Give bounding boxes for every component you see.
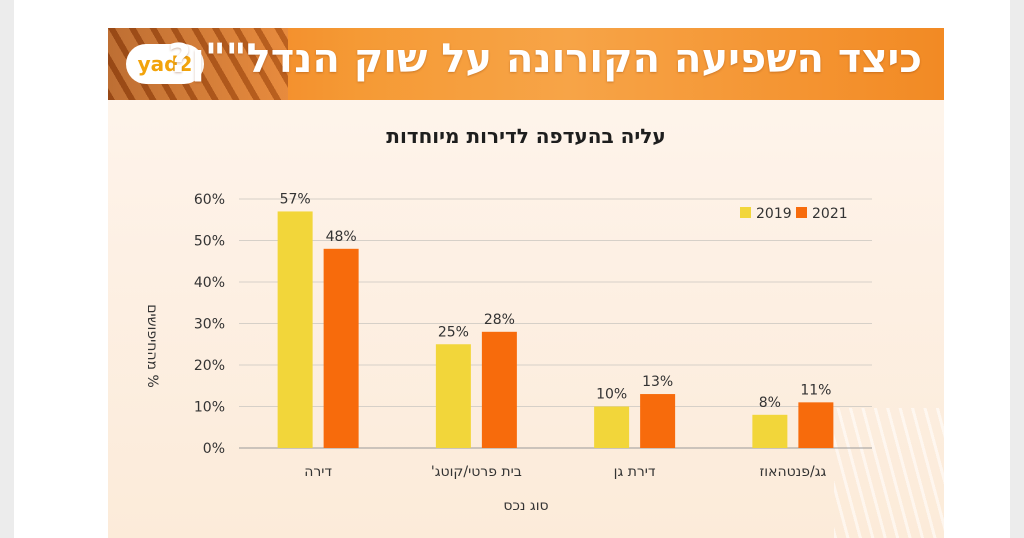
x-tick-label: בית פרטי/קוטג' <box>431 464 522 480</box>
data-label: 11% <box>800 382 831 398</box>
legend-label-2021: 2021 <box>812 206 848 222</box>
bar-2021 <box>481 331 517 448</box>
banner: yad2 כיצד השפיעה הקורונה על שוק הנדל""ן? <box>108 28 944 100</box>
x-axis-label: סוג נכס <box>503 498 549 514</box>
bar-2021 <box>640 394 676 448</box>
data-label: 10% <box>596 387 627 403</box>
y-axis-label: % מהחיפושים <box>144 304 160 388</box>
data-label: 8% <box>759 395 781 411</box>
data-label: 13% <box>642 374 673 390</box>
bar-2021 <box>798 402 834 448</box>
logo-text: yad2 <box>137 52 193 76</box>
x-tick-label: דירת גן <box>614 464 656 480</box>
bar-2019 <box>435 344 471 448</box>
data-label: 28% <box>484 312 515 328</box>
y-tick-label: 30% <box>194 317 225 333</box>
y-tick-label: 20% <box>194 358 225 374</box>
page: yad2 כיצד השפיעה הקורונה על שוק הנדל""ן?… <box>14 0 1010 538</box>
bar-2021 <box>323 248 359 448</box>
legend-swatch-2021 <box>796 207 807 218</box>
yad2-logo: yad2 <box>126 44 204 84</box>
bar-2019 <box>752 414 788 448</box>
data-label: 48% <box>326 229 357 245</box>
data-label: 57% <box>280 191 311 207</box>
slide: yad2 כיצד השפיעה הקורונה על שוק הנדל""ן?… <box>108 28 944 538</box>
bar-2019 <box>594 406 630 448</box>
bar-chart: 0% 10% 20% 30% 40% 50% 60% 57% 48% דירה 25% 28% בית … <box>194 191 872 480</box>
data-label: 25% <box>438 324 469 340</box>
x-tick-label: דירה <box>304 464 332 480</box>
y-tick-label: 60% <box>194 192 225 208</box>
y-tick-label: 0% <box>203 441 225 457</box>
y-tick-label: 10% <box>194 400 225 416</box>
legend-swatch-2019 <box>740 207 751 218</box>
decorative-building-lines <box>834 408 944 538</box>
bar-2019 <box>277 211 313 448</box>
chart-title: עליה בהעדפה לדירות מיוחדות <box>386 124 666 148</box>
x-tick-label: גג/פנטהאוז <box>759 464 826 480</box>
y-tick-label: 40% <box>194 275 225 291</box>
banner-title: כיצד השפיעה הקורונה על שוק הנדל""ן? <box>167 36 922 82</box>
legend-label-2019: 2019 <box>756 206 792 222</box>
y-tick-label: 50% <box>194 234 225 250</box>
